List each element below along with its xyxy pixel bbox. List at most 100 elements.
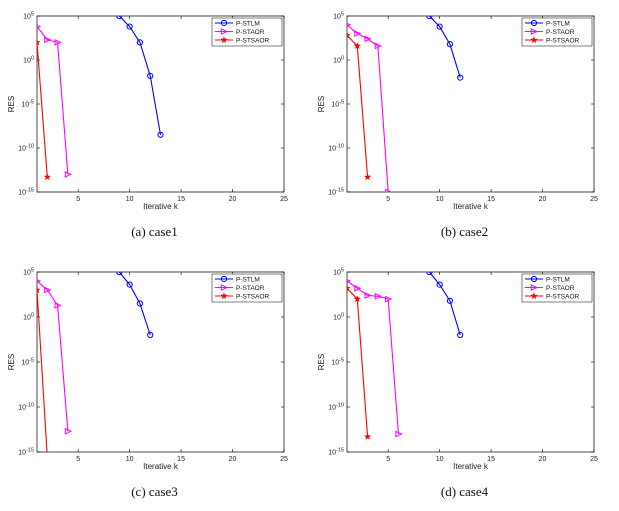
data-point-p-stsaor bbox=[353, 41, 362, 50]
data-point-p-stlm bbox=[436, 23, 443, 30]
legend-marker-p-stlm bbox=[220, 19, 228, 27]
x-tick-label: 10 bbox=[126, 196, 134, 203]
x-tick-label: 20 bbox=[539, 456, 547, 463]
data-point-p-stlm bbox=[436, 281, 443, 288]
y-tick-label: 105 bbox=[23, 268, 34, 277]
legend-marker-p-staor bbox=[530, 28, 539, 35]
y-axis-label: RES bbox=[7, 354, 16, 370]
chart-panel-case3: 5 10 15 20 25 105 100 10-5 10-10 10-15 Iterative k… bbox=[0, 256, 309, 511]
y-tick-label: 10-15 bbox=[328, 188, 344, 197]
x-tick-label: 25 bbox=[280, 456, 288, 463]
x-tick-label: 20 bbox=[229, 456, 237, 463]
data-point-p-staor bbox=[37, 24, 42, 29]
caption-case1: (a) case1 bbox=[131, 224, 178, 239]
chart-panel-case2: 5 10 15 20 25 105 100 10-5 10-10 10-15 Iterative k… bbox=[310, 0, 619, 255]
y-tick-label: 10-10 bbox=[328, 144, 344, 153]
x-tick-label: 15 bbox=[177, 196, 185, 203]
data-point-p-staor bbox=[374, 292, 383, 300]
legend-label-p-staor: P-STAOR bbox=[546, 285, 575, 292]
data-point-p-staor bbox=[37, 279, 42, 283]
legend-label-p-stlm: P-STLM bbox=[546, 276, 570, 283]
x-tick-label: 10 bbox=[436, 196, 444, 203]
data-point-p-staor bbox=[64, 427, 73, 435]
y-tick-label: 105 bbox=[23, 12, 34, 21]
y-tick-label: 100 bbox=[23, 56, 34, 65]
caption-case4: (d) case4 bbox=[440, 484, 489, 499]
data-point-p-stsaor bbox=[44, 453, 50, 459]
series-line-p-staor bbox=[37, 26, 69, 175]
y-tick-label: 10-5 bbox=[331, 100, 344, 109]
data-point-p-stlm bbox=[116, 16, 123, 20]
caption-case3: (c) case3 bbox=[131, 484, 178, 499]
data-point-p-staor bbox=[374, 42, 383, 50]
data-point-p-staor bbox=[44, 286, 52, 294]
series-line-p-staor bbox=[37, 280, 69, 432]
chart-svg-case3: 5 10 15 20 25 105 100 10-5 10-10 10-15 Iterative k… bbox=[7, 268, 288, 472]
legend-marker-p-stsaor bbox=[530, 292, 538, 300]
data-point-p-stlm bbox=[126, 23, 133, 30]
x-axis-label: Iterative k bbox=[143, 202, 179, 211]
legend-label-p-stsaor: P-STSAOR bbox=[546, 37, 580, 44]
series-line-p-staor bbox=[347, 24, 389, 192]
chart-svg-case2: 5 10 15 20 25 105 100 10-5 10-10 10-15 Iterative k… bbox=[317, 12, 598, 212]
y-axis-label: RES bbox=[317, 96, 326, 112]
x-tick-label: 5 bbox=[386, 196, 390, 203]
legend-label-p-stsaor: P-STSAOR bbox=[236, 37, 270, 44]
x-axis-label: Iterative k bbox=[143, 462, 179, 471]
data-point-p-stlm bbox=[457, 331, 464, 339]
legend-marker-p-stsaor bbox=[220, 292, 228, 300]
legend-label-p-staor: P-STAOR bbox=[546, 29, 575, 36]
chart-panel-case4: 5 10 15 20 25 105 100 10-5 10-10 10-15 Iterative k… bbox=[310, 256, 619, 511]
data-point-p-stlm bbox=[147, 72, 154, 79]
data-point-p-stsaor bbox=[37, 286, 41, 294]
data-point-p-staor bbox=[44, 36, 52, 44]
legend-label-p-stlm: P-STLM bbox=[546, 20, 570, 27]
x-tick-label: 15 bbox=[487, 456, 495, 463]
x-axis-label: Iterative k bbox=[453, 462, 489, 471]
chart-svg-case1: 5 10 15 20 25 105 100 10-5 10-10 10-15 Iterative k… bbox=[7, 12, 288, 212]
y-tick-label: 105 bbox=[333, 12, 344, 21]
series-line-p-stlm bbox=[118, 16, 162, 135]
series-line-p-stlm bbox=[428, 272, 461, 336]
data-point-p-staor bbox=[385, 188, 393, 192]
x-tick-label: 20 bbox=[539, 196, 547, 203]
chart-svg-case4: 5 10 15 20 25 105 100 10-5 10-10 10-15 Iterative k… bbox=[317, 268, 598, 472]
plot-area bbox=[347, 16, 464, 192]
data-point-p-stlm bbox=[136, 300, 144, 307]
legend-label-p-staor: P-STAOR bbox=[236, 285, 265, 292]
series-line-p-stsaor bbox=[37, 42, 48, 178]
data-point-p-stlm bbox=[147, 331, 154, 339]
data-point-p-stsaor bbox=[353, 295, 362, 303]
series-line-p-stlm bbox=[428, 16, 461, 78]
data-point-p-staor bbox=[64, 171, 73, 178]
data-point-p-stlm bbox=[157, 131, 164, 138]
data-point-p-stlm bbox=[446, 297, 454, 304]
data-point-p-stlm bbox=[426, 16, 433, 20]
y-axis-label: RES bbox=[317, 354, 326, 370]
x-tick-label: 10 bbox=[436, 456, 444, 463]
legend-marker-p-stsaor bbox=[530, 36, 538, 44]
series-line-p-stlm bbox=[118, 272, 151, 336]
legend-marker-p-stlm bbox=[530, 275, 538, 283]
y-tick-label: 10-15 bbox=[18, 188, 34, 197]
x-tick-label: 15 bbox=[177, 456, 185, 463]
data-point-p-staor bbox=[54, 301, 62, 309]
x-tick-label: 5 bbox=[386, 456, 390, 463]
y-tick-label: 10-10 bbox=[18, 403, 34, 412]
legend-marker-p-staor bbox=[220, 28, 229, 35]
y-tick-label: 105 bbox=[333, 268, 344, 277]
data-point-p-stsaor bbox=[43, 173, 52, 181]
data-point-p-stsaor bbox=[363, 432, 372, 440]
legend-label-p-stsaor: P-STSAOR bbox=[546, 293, 580, 300]
legend-label-p-staor: P-STAOR bbox=[236, 29, 265, 36]
legend-label-p-stlm: P-STLM bbox=[236, 20, 260, 27]
y-axis-label: RES bbox=[7, 96, 16, 112]
data-point-p-staor bbox=[395, 430, 403, 438]
y-tick-label: 10-5 bbox=[21, 358, 34, 367]
legend-marker-p-staor bbox=[530, 284, 539, 291]
data-point-p-staor bbox=[347, 22, 352, 27]
